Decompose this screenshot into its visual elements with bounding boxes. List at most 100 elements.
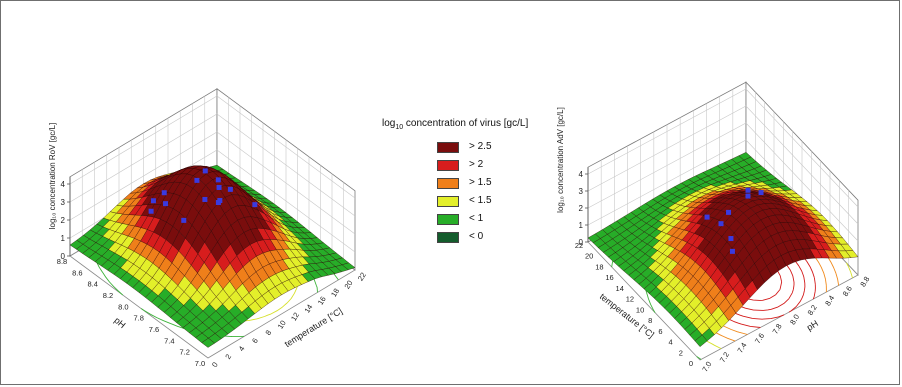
concentration-legend: log10 concentration of virus [gc/L] > 2.… (382, 118, 562, 243)
ph-tick-label: 7.4 (735, 341, 748, 355)
temperature-tick-label: 22 (356, 271, 368, 283)
legend-label: > 2 (469, 159, 484, 170)
observation-marker (728, 236, 734, 242)
legend-swatch (437, 178, 459, 189)
legend-swatch (437, 196, 459, 207)
z-tick-label: 0 (579, 238, 584, 247)
ph-tick-label: 8.8 (858, 275, 871, 289)
ph-tick-label: 7.8 (133, 314, 143, 323)
ph-tick-label: 8.0 (118, 302, 128, 311)
observation-marker (252, 202, 258, 208)
temperature-tick-label: 6 (250, 337, 260, 345)
z-tick-label: 3 (579, 187, 584, 196)
observation-marker (202, 168, 208, 174)
temperature-tick-label: 10 (276, 319, 288, 331)
temperature-tick-label: 4 (237, 345, 247, 353)
legend-swatch (437, 142, 459, 153)
legend-swatch (437, 214, 459, 225)
surface-cell (694, 334, 708, 347)
observation-marker (216, 184, 222, 190)
observation-marker (181, 217, 187, 223)
temperature-tick-label: 16 (316, 295, 328, 307)
observation-points (148, 168, 258, 223)
legend-label: > 2.5 (469, 141, 492, 152)
surface-cell (201, 337, 216, 348)
legend-label: < 0 (469, 231, 484, 242)
ph-tick-label: 8.8 (57, 257, 67, 266)
observation-marker (704, 214, 710, 220)
z-tick-label: 3 (61, 198, 66, 207)
observation-marker (726, 209, 732, 215)
ph-tick-label: 7.6 (149, 325, 159, 334)
temperature-tick-label: 18 (595, 262, 603, 271)
observation-marker (161, 190, 167, 196)
temperature-tick-label: 20 (585, 252, 593, 261)
legend-label: < 1 (469, 213, 484, 224)
ph-tick-label: 8.0 (788, 313, 801, 327)
ph-tick-label: 7.2 (718, 350, 731, 364)
ph-tick-label: 8.6 (72, 268, 82, 277)
observation-marker (215, 177, 221, 183)
ph-tick-label: 7.0 (195, 359, 205, 368)
ph-tick-label: 7.2 (179, 348, 189, 357)
z-tick-label: 2 (61, 216, 66, 225)
observation-marker (227, 186, 233, 192)
temperature-tick-label: 10 (636, 305, 644, 314)
observation-marker (745, 193, 751, 199)
temperature-tick-label: 14 (302, 303, 314, 315)
z-tick-label: 1 (61, 234, 66, 243)
ph-tick-label: 7.8 (771, 322, 784, 336)
surface-mesh (587, 152, 859, 347)
observation-marker (163, 201, 169, 207)
observation-marker (718, 221, 724, 227)
temperature-tick-label: 18 (329, 287, 341, 299)
temperature-tick-label: 14 (616, 284, 624, 293)
temperature-tick-label: 6 (658, 327, 662, 336)
temperature-tick-label: 22 (575, 241, 583, 250)
ph-tick-label: 7.4 (164, 336, 174, 345)
ph-tick-label: 7.0 (700, 360, 713, 374)
temperature-tick-label: 20 (342, 279, 354, 291)
temperature-tick-label: 16 (605, 273, 613, 282)
z-tick-label: 1 (579, 221, 584, 230)
surface-mesh (69, 164, 356, 348)
observation-marker (729, 248, 735, 254)
legend-label: < 1.5 (469, 195, 492, 206)
observation-marker (745, 187, 751, 193)
legend-label: > 1.5 (469, 177, 492, 188)
temperature-tick-label: 0 (210, 361, 220, 369)
ph-tick-label: 8.4 (87, 280, 97, 289)
legend-swatch (437, 160, 459, 171)
ph-tick-label: 8.2 (806, 303, 819, 317)
observation-points (704, 187, 764, 254)
observation-marker (150, 198, 156, 204)
ph-tick-label: 8.4 (823, 294, 836, 308)
z-tick-label: 4 (579, 170, 584, 179)
temperature-tick-label: 12 (626, 295, 634, 304)
legend-title: log10 concentration of virus [gc/L] (382, 118, 529, 131)
z-tick-label: 2 (579, 204, 584, 213)
observation-marker (758, 190, 764, 196)
observation-marker (217, 198, 223, 204)
ph-tick-label: 8.6 (841, 284, 854, 298)
ph-axis-label: pH (805, 318, 820, 333)
z-tick-label: 0 (61, 252, 66, 261)
z-axis-label: log₁₀ concentration AdV [gc/L] (556, 107, 565, 213)
temperature-tick-label: 2 (679, 348, 683, 357)
observation-marker (194, 177, 200, 183)
observation-marker (148, 208, 154, 214)
temperature-tick-label: 0 (689, 359, 693, 368)
ph-tick-label: 7.6 (753, 332, 766, 346)
z-axis-label: log₁₀ concentration RoV [gc/L] (48, 123, 57, 230)
temperature-tick-label: 4 (669, 338, 673, 347)
temperature-tick-label: 8 (648, 316, 652, 325)
observation-marker (202, 196, 208, 202)
legend-swatch (437, 232, 459, 243)
ph-tick-label: 8.2 (103, 291, 113, 300)
z-tick-label: 4 (61, 180, 66, 189)
ph-axis-label: pH (112, 315, 127, 330)
